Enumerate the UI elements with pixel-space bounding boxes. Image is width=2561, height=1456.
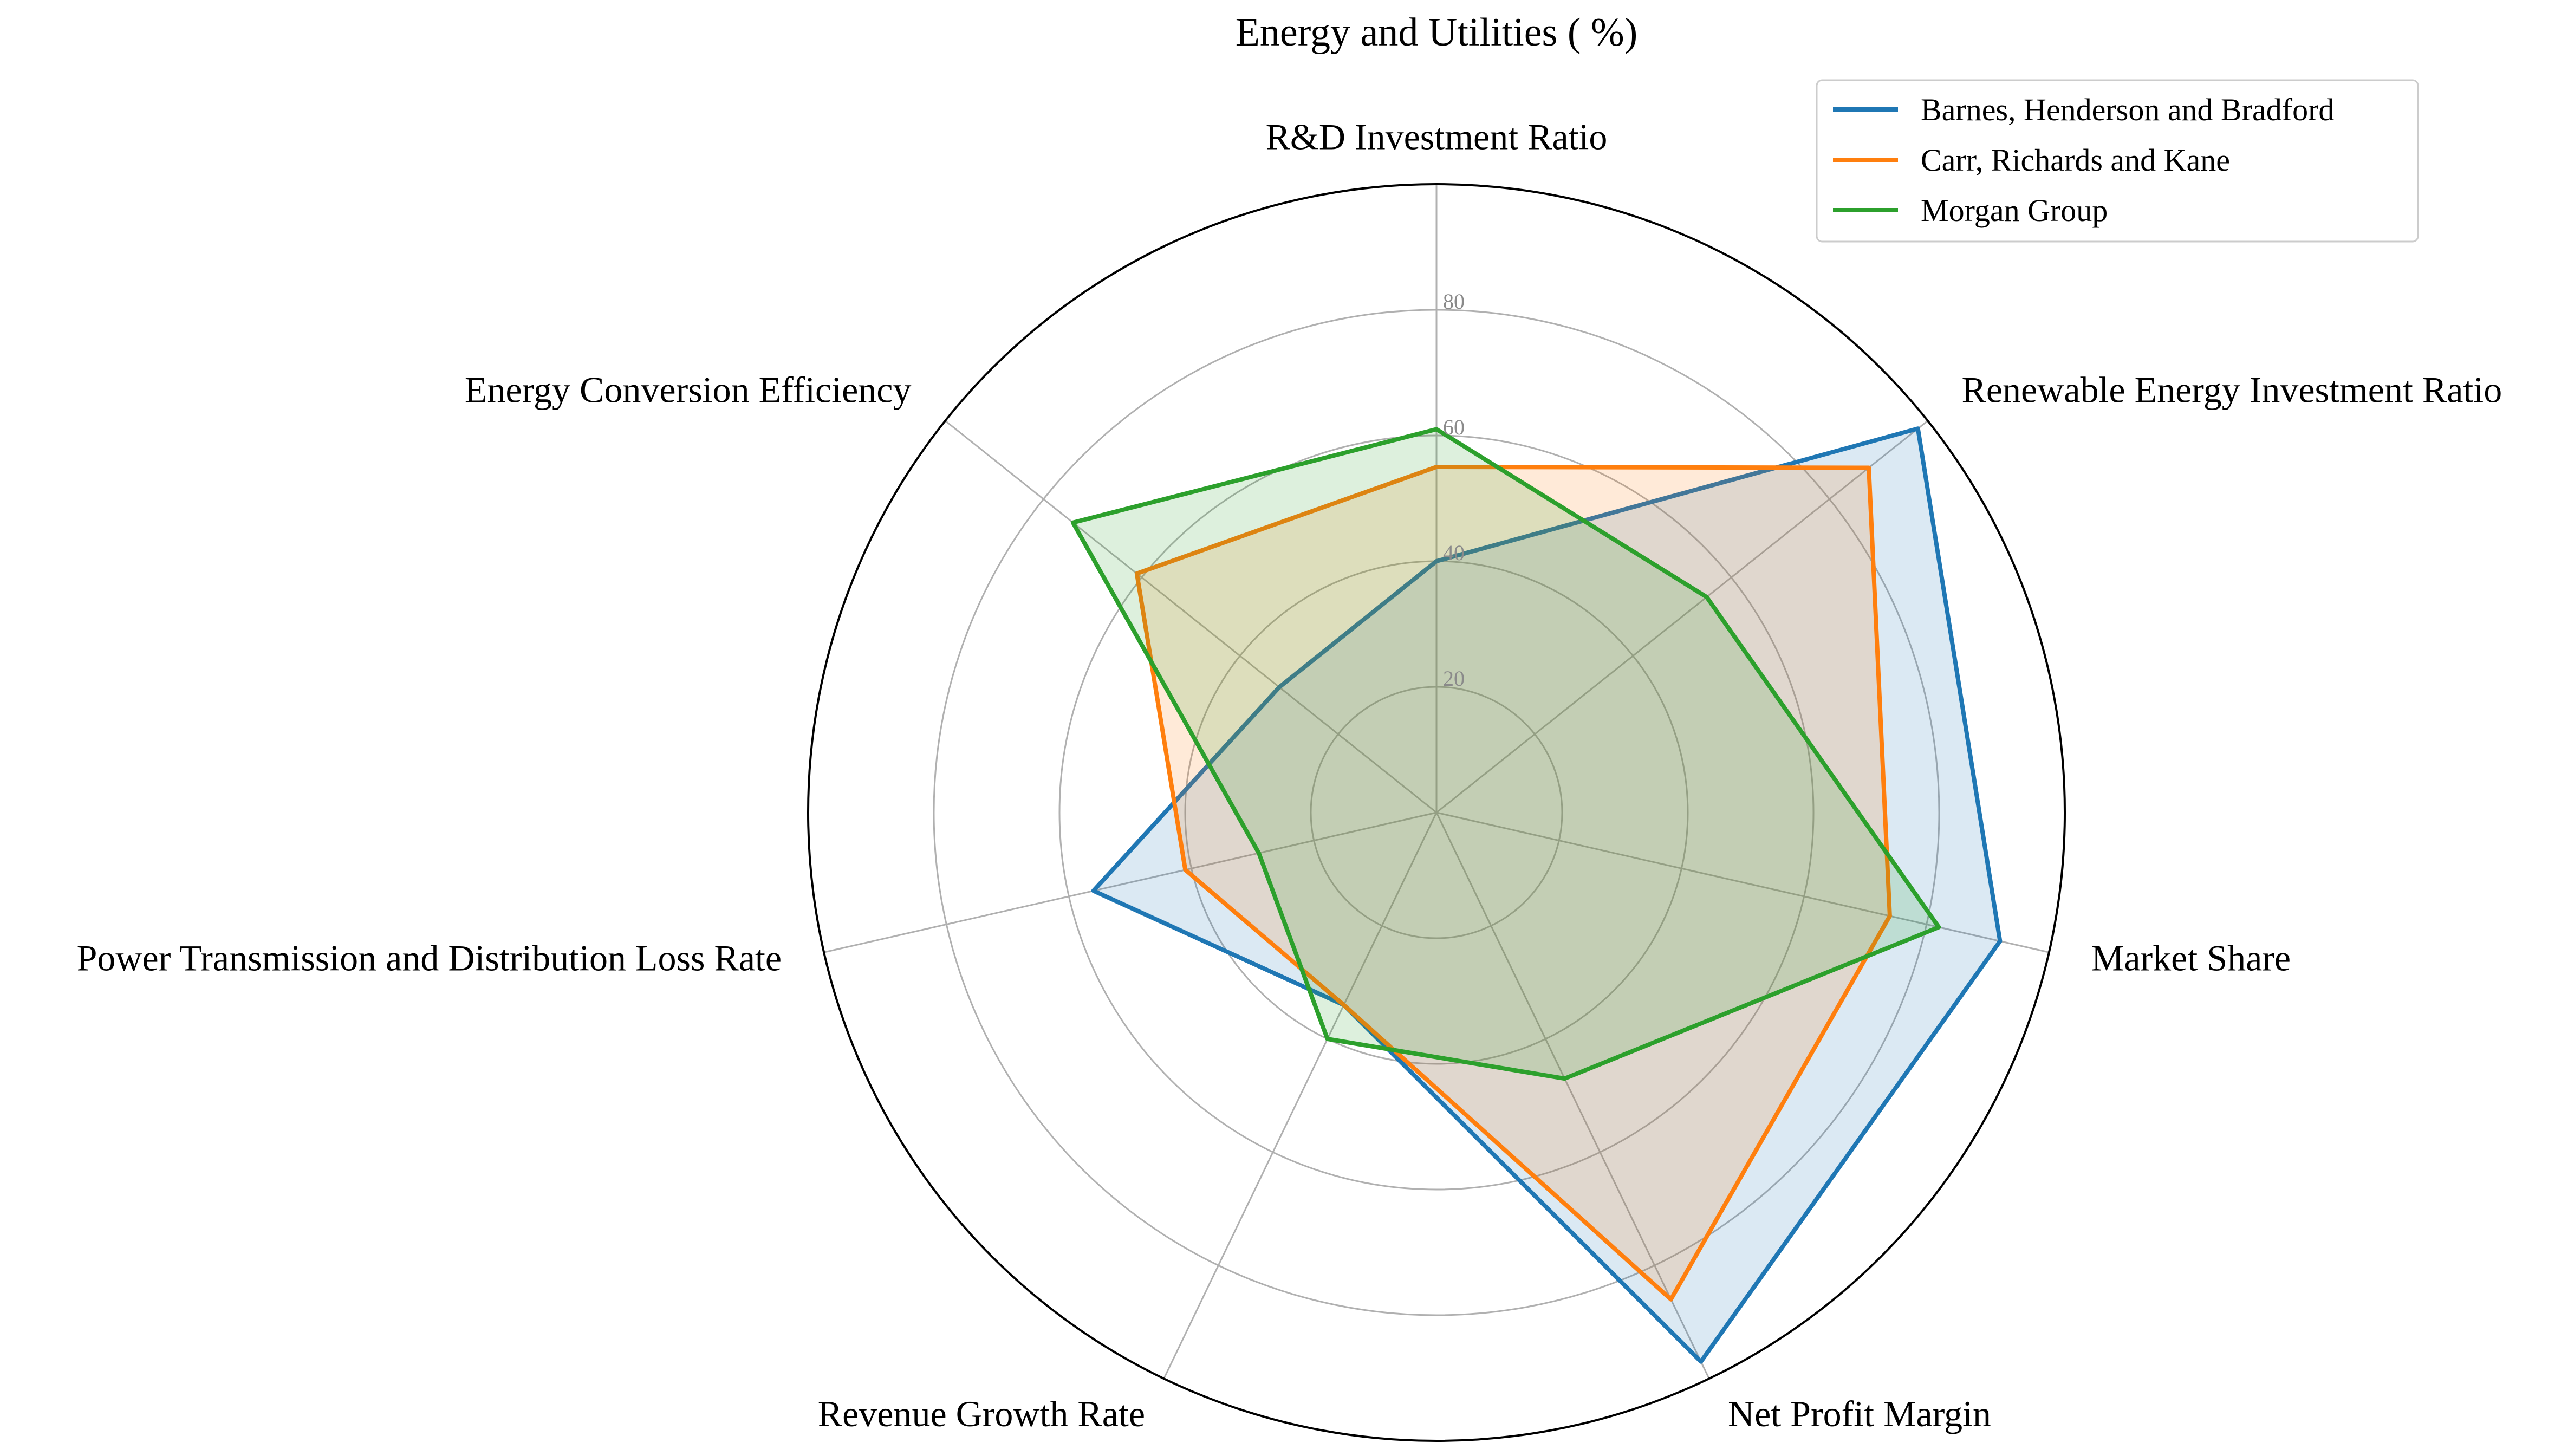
axis-label: Energy Conversion Efficiency (465, 369, 912, 411)
legend-box (1816, 79, 2419, 243)
radar-series (1070, 426, 2003, 1364)
chart-legend[interactable]: Barnes, Henderson and Bradford Carr, Rich… (1816, 79, 2419, 243)
series-area-1 (1136, 467, 1890, 1299)
axis-label: R&D Investment Ratio (1266, 116, 1608, 158)
legend-item-2[interactable]: Morgan Group (1833, 193, 2108, 228)
legend-label: Barnes, Henderson and Bradford (1921, 92, 2334, 127)
radar-axis-labels: R&D Investment Ratio Renewable Energy Inv… (77, 116, 2502, 1434)
spoke-line (1163, 812, 1438, 1379)
axis-label: Net Profit Margin (1728, 1393, 1991, 1434)
r-tick-label: 20 (1443, 666, 1465, 691)
legend-item-0[interactable]: Barnes, Henderson and Bradford (1833, 92, 2334, 127)
series-line-2 (1070, 427, 1941, 1081)
radar-grid (807, 183, 2066, 1442)
outer-frame-circle (807, 183, 2066, 1442)
series-area-0 (1093, 428, 2000, 1362)
spoke-line (945, 420, 1437, 814)
axis-label: Market Share (2091, 938, 2291, 979)
series-area-2 (1072, 429, 1939, 1079)
legend-item-1[interactable]: Carr, Richards and Kane (1833, 142, 2230, 178)
radar-tick-labels: 20 40 60 80 (1443, 289, 1465, 691)
spoke-line (823, 811, 1437, 953)
axis-label: Renewable Energy Investment Ratio (1962, 369, 2502, 411)
series-line-0 (1091, 426, 2003, 1364)
axis-label: Power Transmission and Distribution Loss… (77, 938, 782, 979)
r-tick-label: 80 (1443, 289, 1465, 314)
spoke-line (1436, 420, 1928, 814)
r-tick-label: 40 (1443, 541, 1465, 565)
series-line-1 (1134, 465, 1892, 1302)
spoke-line (1436, 811, 2050, 953)
r-tick-label: 60 (1443, 415, 1465, 439)
legend-label: Carr, Richards and Kane (1921, 142, 2230, 178)
axis-label: Revenue Growth Rate (818, 1393, 1145, 1434)
chart-title: Energy and Utilities ( %) (1236, 10, 1638, 55)
legend-label: Morgan Group (1921, 193, 2108, 228)
spoke-line (1435, 812, 1710, 1379)
